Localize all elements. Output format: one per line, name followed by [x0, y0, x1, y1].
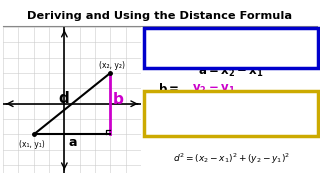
Text: Pythagorean Theorem: Pythagorean Theorem [172, 118, 291, 127]
Text: $\mathbf{y_2 - y_1}$: $\mathbf{y_2 - y_1}$ [192, 82, 235, 96]
Text: solve for d: solve for d [194, 40, 268, 53]
Text: (x₁, y₁): (x₁, y₁) [20, 140, 45, 149]
Text: d: d [58, 91, 69, 106]
Text: $\mathbf{a = x_2 - x_1}$: $\mathbf{a = x_2 - x_1}$ [198, 66, 264, 79]
Text: $\mathbf{b^2}$: $\mathbf{b^2}$ [205, 96, 222, 112]
Text: $d^2 = (x_2 - x_1)^2 + (y_2 - y_1)^2$: $d^2 = (x_2 - x_1)^2 + (y_2 - y_1)^2$ [173, 152, 290, 166]
Text: (x₂, y₂): (x₂, y₂) [99, 61, 125, 70]
Text: $\mathbf{a^2 + }$: $\mathbf{a^2 + }$ [158, 96, 188, 112]
Text: a: a [69, 136, 77, 149]
Text: $\mathbf{= d^2}$: $\mathbf{= d^2}$ [224, 96, 258, 112]
Text: $\mathbf{b = }$: $\mathbf{b = }$ [158, 82, 180, 96]
Text: Deriving and Using the Distance Formula: Deriving and Using the Distance Formula [28, 11, 292, 21]
Text: b: b [113, 92, 124, 107]
